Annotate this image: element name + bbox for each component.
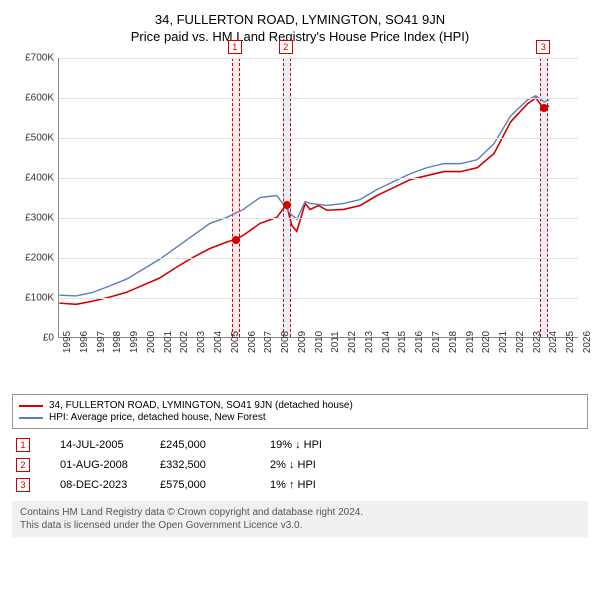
x-axis-label: 2015 (397, 331, 408, 353)
footer-note: Contains HM Land Registry data © Crown c… (12, 501, 588, 537)
x-axis-label: 2004 (213, 331, 224, 353)
legend: 34, FULLERTON ROAD, LYMINGTON, SO41 9JN … (12, 394, 588, 429)
sale-diff: 2% ↓ HPI (270, 459, 380, 471)
sale-point-icon (540, 104, 548, 112)
x-axis-label: 2008 (280, 331, 291, 353)
legend-label: HPI: Average price, detached house, New … (49, 412, 266, 423)
x-axis-label: 2011 (330, 331, 341, 353)
series-hpi (59, 96, 549, 296)
x-axis-label: 2005 (230, 331, 241, 353)
footer-line: This data is licensed under the Open Gov… (20, 519, 580, 532)
sale-row: 201-AUG-2008£332,5002% ↓ HPI (12, 455, 588, 475)
x-axis-label: 2010 (314, 331, 325, 353)
sale-row-marker: 3 (16, 478, 30, 492)
y-axis-label: £400K (12, 173, 54, 184)
x-axis-label: 2016 (414, 331, 425, 353)
sales-table: 114-JUL-2005£245,00019% ↓ HPI201-AUG-200… (12, 435, 588, 495)
line-series-svg (59, 58, 578, 337)
x-axis-label: 1995 (62, 331, 73, 353)
x-axis-label: 2018 (448, 331, 459, 353)
chart-container: 34, FULLERTON ROAD, LYMINGTON, SO41 9JN … (0, 0, 600, 547)
sale-row-marker: 1 (16, 438, 30, 452)
legend-swatch (19, 417, 43, 419)
x-axis-label: 2019 (465, 331, 476, 353)
x-axis-label: 1996 (79, 331, 90, 353)
sale-row: 308-DEC-2023£575,0001% ↑ HPI (12, 475, 588, 495)
x-axis-label: 2012 (347, 331, 358, 353)
x-axis-label: 2023 (532, 331, 543, 353)
sale-price: £245,000 (160, 439, 270, 451)
y-axis-label: £0 (12, 333, 54, 344)
x-axis-label: 2007 (263, 331, 274, 353)
sale-diff: 19% ↓ HPI (270, 439, 380, 451)
title-sub: Price paid vs. HM Land Registry's House … (12, 29, 588, 44)
title-block: 34, FULLERTON ROAD, LYMINGTON, SO41 9JN … (12, 12, 588, 44)
y-axis-label: £100K (12, 293, 54, 304)
y-axis-label: £500K (12, 133, 54, 144)
legend-swatch (19, 405, 43, 407)
title-main: 34, FULLERTON ROAD, LYMINGTON, SO41 9JN (12, 12, 588, 27)
sale-point-icon (232, 236, 240, 244)
x-axis-label: 2001 (163, 331, 174, 353)
sale-date: 08-DEC-2023 (30, 479, 160, 491)
x-axis-label: 2021 (498, 331, 509, 353)
x-axis-label: 2002 (179, 331, 190, 353)
sale-row-marker: 2 (16, 458, 30, 472)
sale-marker-box: 3 (536, 40, 550, 54)
x-axis-label: 2017 (431, 331, 442, 353)
sale-marker-box: 1 (228, 40, 242, 54)
legend-item: 34, FULLERTON ROAD, LYMINGTON, SO41 9JN … (19, 400, 581, 411)
y-axis-label: £200K (12, 253, 54, 264)
sale-point-icon (283, 201, 291, 209)
x-axis-label: 2020 (481, 331, 492, 353)
legend-item: HPI: Average price, detached house, New … (19, 412, 581, 423)
sale-date: 01-AUG-2008 (30, 459, 160, 471)
x-axis-label: 2000 (146, 331, 157, 353)
y-axis-label: £700K (12, 53, 54, 64)
x-axis-label: 2013 (364, 331, 375, 353)
chart: £0 £100K £200K £300K £400K £500K £600K £700K 199… (12, 52, 588, 392)
x-axis-label: 2014 (381, 331, 392, 353)
sale-diff: 1% ↑ HPI (270, 479, 380, 491)
x-axis-label: 1999 (129, 331, 140, 353)
x-axis-label: 2025 (565, 331, 576, 353)
plot-area (58, 58, 578, 338)
sale-row: 114-JUL-2005£245,00019% ↓ HPI (12, 435, 588, 455)
sale-price: £332,500 (160, 459, 270, 471)
sale-date: 14-JUL-2005 (30, 439, 160, 451)
y-axis-label: £600K (12, 93, 54, 104)
x-axis-label: 2022 (515, 331, 526, 353)
x-axis-label: 2009 (297, 331, 308, 353)
y-axis-label: £300K (12, 213, 54, 224)
series-property (59, 98, 549, 304)
footer-line: Contains HM Land Registry data © Crown c… (20, 506, 580, 519)
x-axis-label: 2003 (196, 331, 207, 353)
x-axis-label: 1997 (96, 331, 107, 353)
x-axis-label: 2024 (548, 331, 559, 353)
sale-marker-box: 2 (279, 40, 293, 54)
sale-price: £575,000 (160, 479, 270, 491)
legend-label: 34, FULLERTON ROAD, LYMINGTON, SO41 9JN … (49, 400, 353, 411)
x-axis-label: 2026 (582, 331, 593, 353)
x-axis-label: 1998 (112, 331, 123, 353)
x-axis-label: 2006 (247, 331, 258, 353)
